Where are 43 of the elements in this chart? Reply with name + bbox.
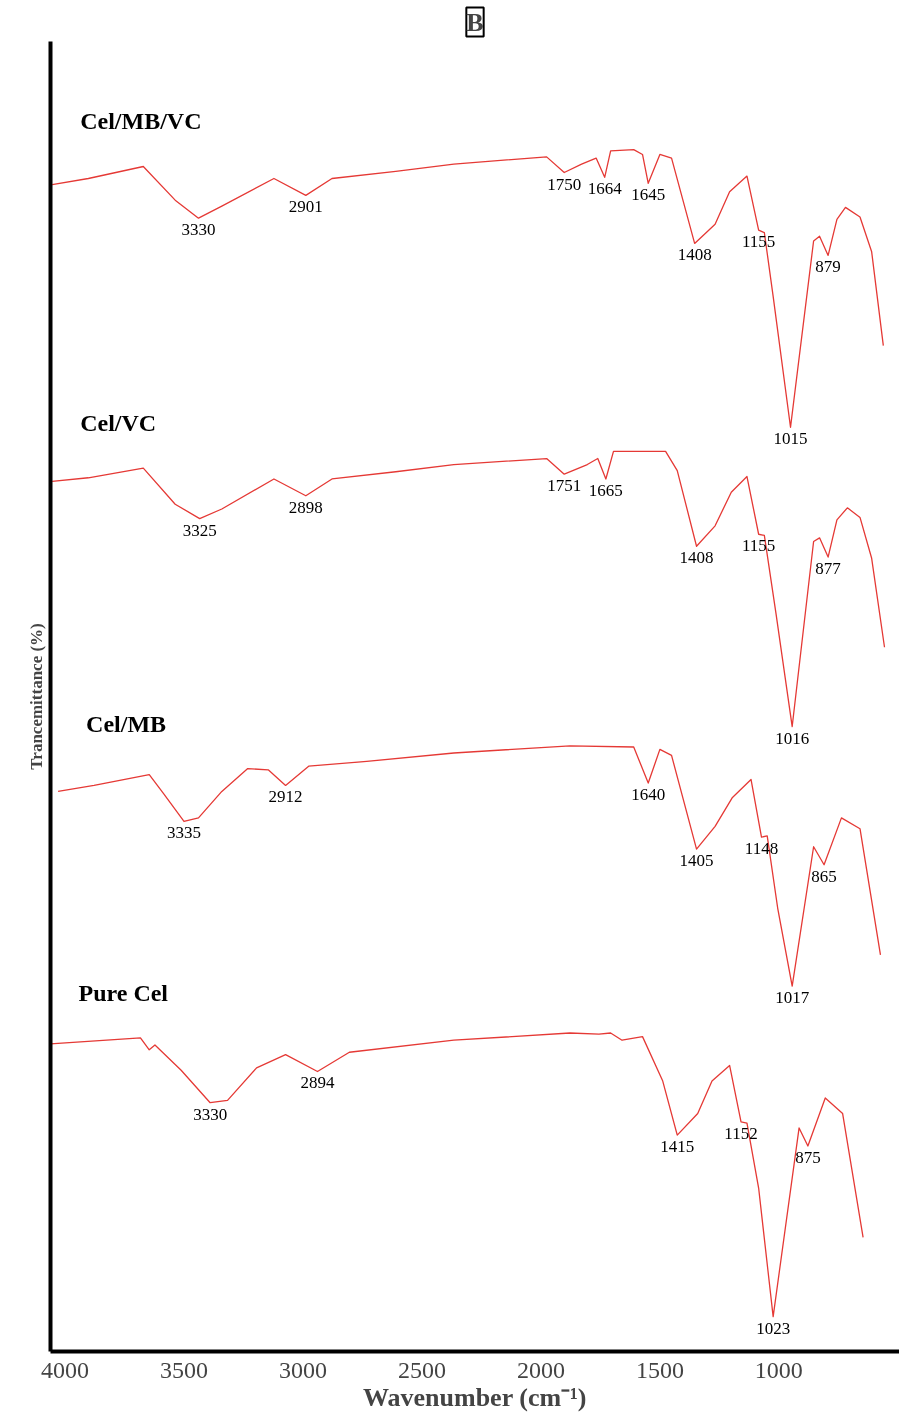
annotation: 1152 — [724, 1123, 758, 1143]
annotation: 1148 — [744, 839, 779, 859]
annotation: 1665 — [588, 480, 623, 500]
series-label: Cel/MB/VC — [80, 108, 202, 135]
x-tick-label: 1500 — [635, 1356, 684, 1383]
series-label: Cel/VC — [80, 410, 157, 437]
annotation: 1408 — [679, 548, 714, 568]
series-label: Pure Cel — [78, 979, 169, 1006]
annotation: 1415 — [660, 1137, 695, 1157]
annotation: 1751 — [547, 476, 582, 496]
annotation: 1155 — [741, 536, 776, 556]
annotation: 2894 — [300, 1073, 335, 1093]
x-tick-label: 4000 — [41, 1356, 90, 1383]
annotation: 3330 — [181, 220, 216, 240]
annotation: 1155 — [741, 232, 776, 252]
annotation: 3335 — [166, 823, 201, 843]
annotation: 1640 — [631, 785, 666, 805]
annotation: 877 — [815, 559, 842, 579]
annotation: 3330 — [193, 1104, 228, 1124]
annotation: 1405 — [679, 851, 714, 871]
annotation: 1645 — [631, 185, 666, 205]
x-tick-label: 2500 — [397, 1356, 446, 1383]
annotation: 1023 — [756, 1318, 791, 1338]
annotation: 2901 — [288, 197, 323, 217]
annotation: 879 — [815, 257, 841, 277]
annotation: 1408 — [677, 245, 712, 265]
y-axis-title: Trancemittance (%) — [26, 623, 46, 770]
annotation: 1015 — [773, 429, 808, 449]
annotation: 875 — [795, 1147, 821, 1167]
annotation: 3325 — [182, 520, 217, 540]
annotation: 2912 — [268, 787, 303, 807]
annotation: 1017 — [775, 988, 810, 1008]
x-tick-label: 1000 — [754, 1356, 803, 1383]
x-tick-label: 2000 — [516, 1356, 565, 1383]
x-tick-label: 3500 — [159, 1356, 208, 1383]
x-tick-label: 3000 — [278, 1356, 327, 1383]
annotation: 1664 — [587, 179, 623, 199]
x-axis-title: Wavenumber (cm⁻¹) — [362, 1382, 587, 1412]
series-label: Cel/MB — [86, 710, 167, 737]
annotation: 1750 — [547, 174, 582, 194]
annotation: 865 — [811, 866, 837, 886]
annotation: 1016 — [775, 728, 810, 748]
annotation: 2898 — [288, 497, 323, 517]
